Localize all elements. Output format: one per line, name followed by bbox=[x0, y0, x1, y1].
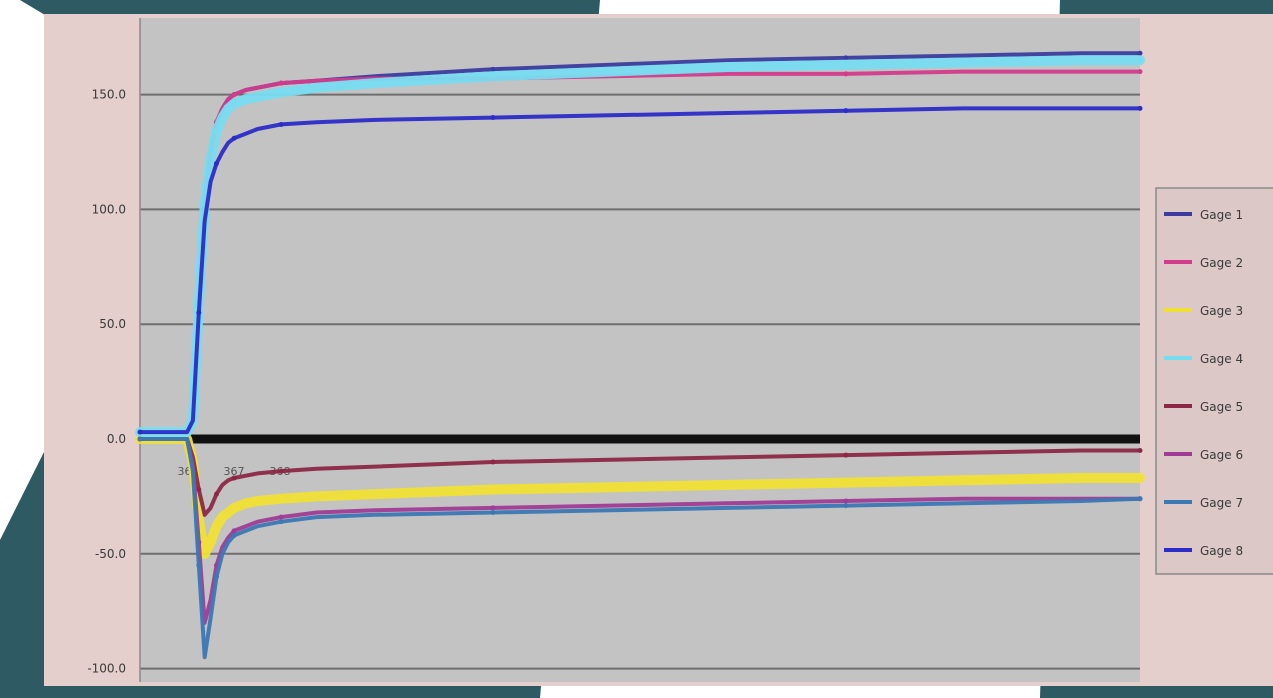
series-point-4-21 bbox=[1137, 57, 1143, 63]
y-tick-label-0: 150.0 bbox=[92, 88, 126, 102]
legend-box bbox=[1155, 187, 1273, 575]
series-point-6-18 bbox=[843, 498, 849, 504]
series-point-7-0 bbox=[137, 436, 143, 442]
series-point-5-9 bbox=[231, 475, 237, 481]
series-point-2-21 bbox=[1137, 69, 1143, 75]
series-point-8-3 bbox=[196, 310, 202, 316]
series-point-5-6 bbox=[213, 491, 219, 497]
series-point-7-21 bbox=[1137, 496, 1143, 502]
series-point-7-3 bbox=[196, 562, 202, 568]
series-point-3-9 bbox=[231, 505, 237, 511]
series-point-5-15 bbox=[490, 459, 496, 465]
series-point-8-21 bbox=[1137, 105, 1143, 111]
legend-label-3: Gage 3 bbox=[1200, 304, 1243, 318]
legend-label-8: Gage 8 bbox=[1200, 544, 1243, 558]
series-point-8-18 bbox=[843, 108, 849, 114]
legend-label-5: Gage 5 bbox=[1200, 400, 1243, 414]
legend-label-4: Gage 4 bbox=[1200, 352, 1243, 366]
series-point-1-18 bbox=[843, 55, 849, 61]
series-point-6-9 bbox=[231, 528, 237, 534]
series-point-2-12 bbox=[278, 80, 284, 86]
series-point-1-21 bbox=[1137, 50, 1143, 56]
series-point-3-12 bbox=[278, 496, 284, 502]
series-line-8 bbox=[138, 106, 1142, 435]
series-point-2-9 bbox=[231, 92, 237, 98]
series-point-8-15 bbox=[490, 115, 496, 121]
legend-label-2: Gage 2 bbox=[1200, 256, 1243, 270]
legend-label-1: Gage 1 bbox=[1200, 208, 1243, 222]
legend: Gage 1 Gage 2 Gage 3 Gage 4 Gage 5 Gage 6 Gage… bbox=[1155, 187, 1273, 575]
y-tick-label-5: -100.0 bbox=[87, 662, 126, 676]
series-point-4-12 bbox=[278, 89, 284, 95]
series-point-1-15 bbox=[490, 66, 496, 72]
series-point-8-9 bbox=[231, 135, 237, 141]
y-tick-label-1: 100.0 bbox=[92, 202, 126, 216]
series-point-5-12 bbox=[278, 468, 284, 474]
series-point-4-9 bbox=[231, 101, 237, 107]
series-group bbox=[135, 50, 1145, 660]
series-point-8-6 bbox=[213, 160, 219, 166]
series-point-3-21 bbox=[1137, 475, 1143, 481]
series-point-6-12 bbox=[278, 514, 284, 520]
y-tick-label-2: 50.0 bbox=[99, 317, 126, 331]
series-point-5-18 bbox=[843, 452, 849, 458]
legend-label-7: Gage 7 bbox=[1200, 496, 1243, 510]
series-point-4-15 bbox=[490, 73, 496, 79]
y-tick-label-3: 0.0 bbox=[107, 432, 126, 446]
series-point-3-15 bbox=[490, 487, 496, 493]
series-point-7-18 bbox=[843, 503, 849, 509]
plot-area bbox=[140, 18, 1140, 682]
series-point-7-6 bbox=[213, 574, 219, 580]
series-line-7 bbox=[138, 437, 1142, 660]
series-point-7-15 bbox=[490, 509, 496, 515]
series-point-3-6 bbox=[213, 523, 219, 529]
legend-label-6: Gage 6 bbox=[1200, 448, 1243, 462]
series-point-8-12 bbox=[278, 121, 284, 127]
series-point-7-12 bbox=[278, 519, 284, 525]
series-point-2-18 bbox=[843, 71, 849, 77]
y-axis-ticks: 150.0 100.0 50.0 0.0 -50.0 -100.0 bbox=[87, 88, 126, 676]
series-point-5-21 bbox=[1137, 447, 1143, 453]
series-point-7-9 bbox=[231, 532, 237, 538]
y-tick-label-4: -50.0 bbox=[95, 547, 126, 561]
series-point-4-6 bbox=[213, 128, 219, 134]
series-point-5-3 bbox=[196, 487, 202, 493]
series-line-5 bbox=[138, 437, 1142, 517]
series-point-8-0 bbox=[137, 429, 143, 435]
series-point-6-15 bbox=[490, 505, 496, 511]
series-point-4-18 bbox=[843, 62, 849, 68]
x-tick-label-1: 367 bbox=[224, 465, 245, 478]
series-line-3 bbox=[135, 434, 1145, 559]
series-point-3-18 bbox=[843, 480, 849, 486]
